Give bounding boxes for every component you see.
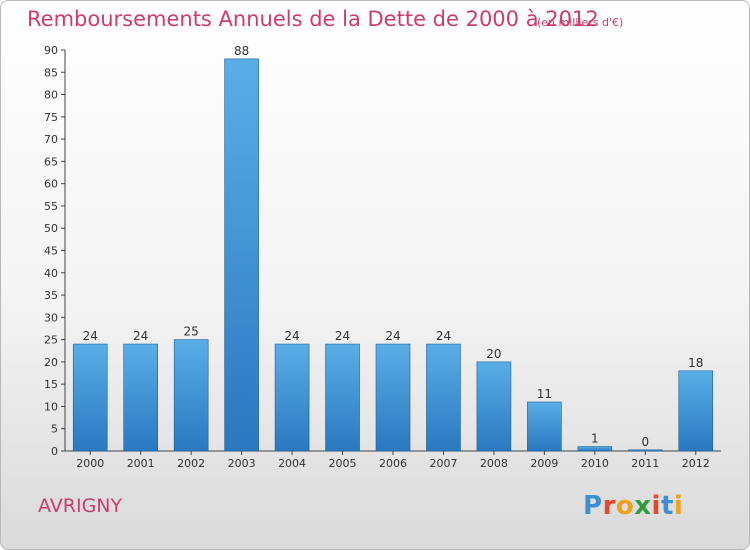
bar-2011	[628, 449, 663, 452]
bar-value-label: 20	[486, 347, 501, 361]
chart-title: Remboursements Annuels de la Dette de 20…	[27, 7, 599, 31]
bar-2012	[678, 370, 714, 452]
bar-value-label: 24	[385, 329, 400, 343]
bar-2010	[577, 446, 613, 452]
bar-value-label: 25	[184, 325, 199, 339]
y-tick-label: 60	[44, 178, 58, 191]
bar-2002	[173, 339, 209, 452]
bar-2006	[375, 343, 411, 452]
bar-2001	[123, 343, 158, 452]
x-tick-label: 2002	[177, 457, 205, 470]
x-tick-label: 2000	[76, 457, 104, 470]
x-tick-label: 2003	[228, 457, 256, 470]
y-tick-label: 35	[44, 289, 58, 302]
bar-value-label: 24	[335, 329, 350, 343]
x-tick-label: 2009	[530, 457, 558, 470]
y-tick-label: 15	[44, 378, 58, 391]
chart-unit: (en milliers d'€)	[537, 16, 624, 29]
y-tick-label: 20	[44, 356, 58, 369]
bar-value-label: 11	[537, 387, 552, 401]
x-tick-label: 2008	[480, 457, 508, 470]
y-tick-label: 75	[44, 111, 58, 124]
bar-2005	[325, 343, 360, 452]
x-tick-label: 2007	[429, 457, 457, 470]
x-tick-label: 2005	[329, 457, 357, 470]
x-tick-label: 2010	[581, 457, 609, 470]
y-tick-label: 40	[44, 267, 58, 280]
y-tick-label: 55	[44, 200, 58, 213]
bar-2003	[224, 58, 259, 452]
y-tick-label: 65	[44, 155, 58, 168]
y-tick-label: 25	[44, 334, 58, 347]
bar-value-label: 24	[284, 329, 299, 343]
y-tick-label: 80	[44, 89, 58, 102]
x-tick-label: 2004	[278, 457, 306, 470]
bar-2009	[527, 401, 562, 452]
bar-2008	[476, 361, 512, 452]
bar-value-label: 0	[641, 435, 649, 449]
city-name: AVRIGNY	[38, 495, 123, 517]
y-tick-label: 30	[44, 311, 58, 324]
x-tick-label: 2001	[127, 457, 155, 470]
bar-value-label: 24	[436, 329, 451, 343]
bar-2007	[426, 343, 461, 452]
y-tick-label: 50	[44, 222, 58, 235]
bar-2004	[274, 343, 310, 452]
y-tick-label: 85	[44, 66, 58, 79]
y-tick-label: 70	[44, 133, 58, 146]
x-tick-label: 2006	[379, 457, 407, 470]
y-tick-label: 90	[44, 44, 58, 57]
x-tick-label: 2011	[631, 457, 659, 470]
y-tick-label: 10	[44, 400, 58, 413]
bar-value-label: 24	[83, 329, 98, 343]
y-tick-label: 45	[44, 245, 58, 258]
bar-value-label: 18	[688, 356, 703, 370]
bar-value-label: 24	[133, 329, 148, 343]
y-tick-label: 0	[51, 445, 58, 458]
x-tick-label: 2012	[682, 457, 710, 470]
proxiti-logo[interactable]: Proxiti	[583, 491, 684, 521]
bar-value-label: 1	[591, 432, 599, 446]
bar-2000	[72, 343, 108, 452]
y-tick-label: 5	[51, 423, 58, 436]
bar-value-label: 88	[234, 44, 249, 58]
